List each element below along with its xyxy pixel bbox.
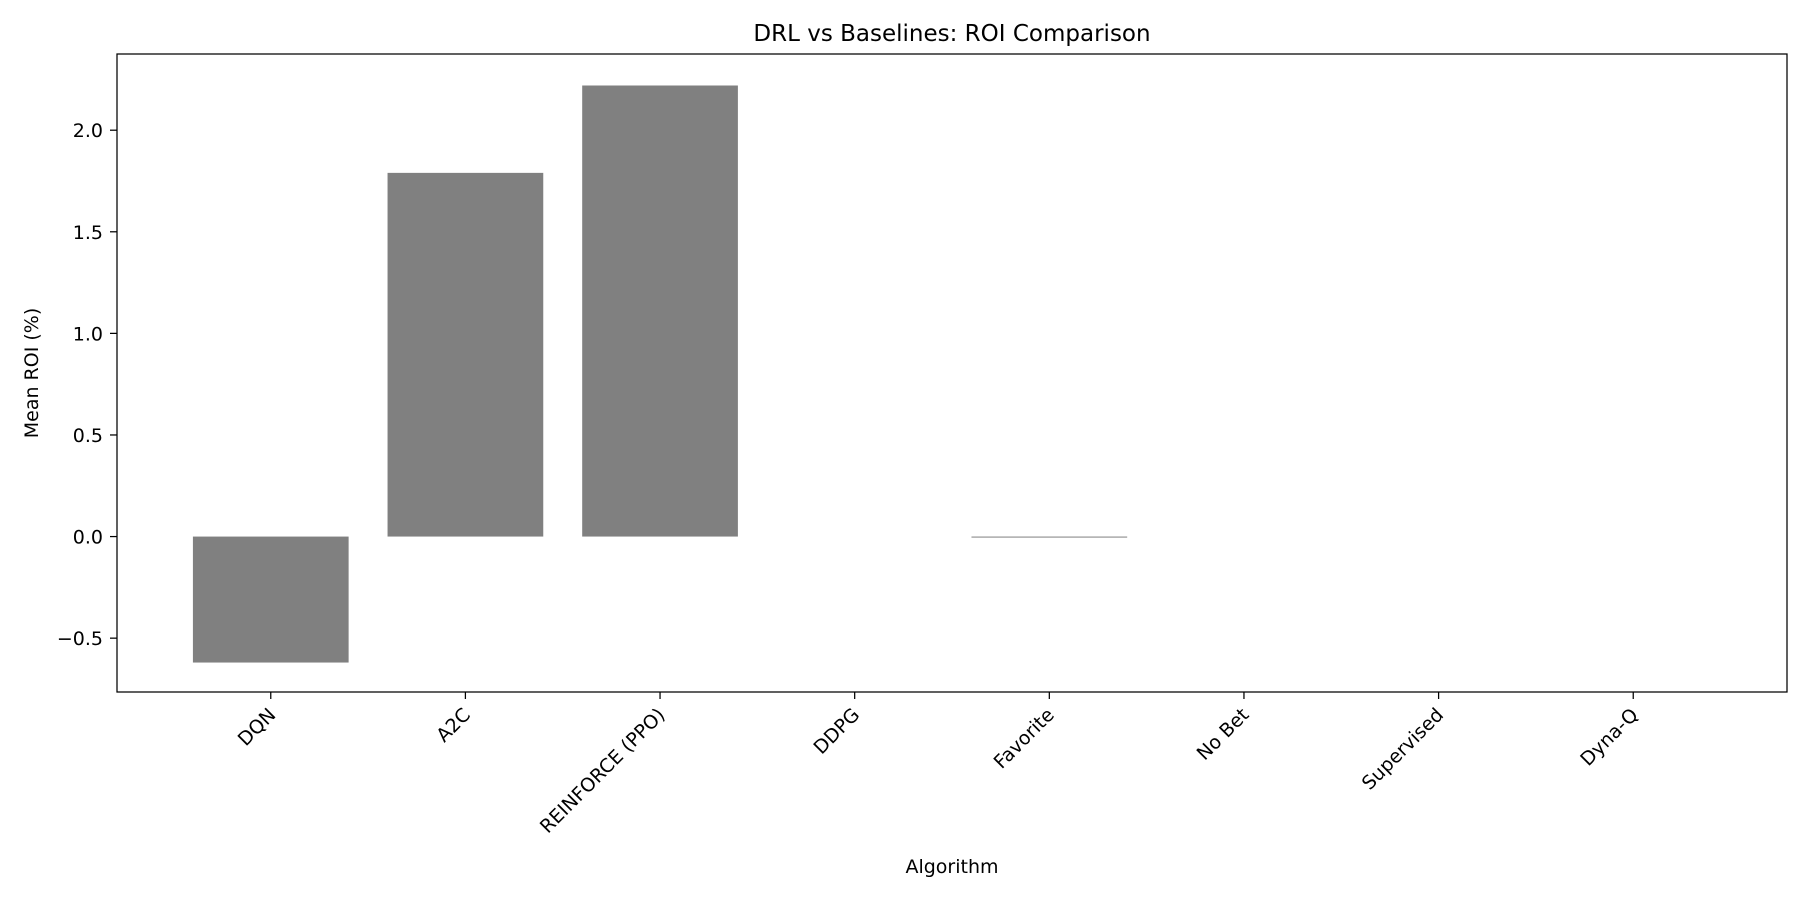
x-tick-label: DDPG [809, 704, 864, 759]
x-tick-label: REINFORCE (PPO) [536, 704, 670, 838]
x-tick-label: Dyna-Q [1576, 704, 1643, 771]
x-tick-label: Favorite [990, 704, 1059, 773]
bar-dqn [192, 536, 349, 663]
bars-layer [192, 85, 1128, 663]
y-tick-label: 0.0 [73, 527, 103, 549]
y-tick-label: 2.0 [73, 120, 103, 142]
bar-favorite [971, 536, 1128, 538]
x-axis-ticks: DQN A2C REINFORCE (PPO) DDPG Favorite No Bet S… [234, 692, 1643, 838]
x-axis-title: Algorithm [905, 856, 998, 878]
plot-frame [116, 53, 1788, 693]
y-tick-label: −0.5 [57, 628, 103, 650]
y-axis-ticks: −0.5 0.0 0.5 1.0 1.5 2.0 [57, 120, 117, 650]
x-tick-label: No Bet [1193, 704, 1254, 765]
bar-reinforce-ppo [582, 85, 738, 537]
x-tick-label: A2C [432, 704, 475, 747]
bar-a2c [387, 172, 544, 537]
x-tick-label: DQN [234, 704, 281, 751]
y-tick-label: 1.5 [73, 222, 103, 244]
x-tick-label: Supervised [1358, 704, 1448, 794]
y-axis-title: Mean ROI (%) [21, 308, 43, 439]
y-tick-label: 0.5 [73, 425, 103, 447]
y-tick-label: 1.0 [73, 323, 103, 345]
chart-title: DRL vs Baselines: ROI Comparison [753, 21, 1150, 47]
